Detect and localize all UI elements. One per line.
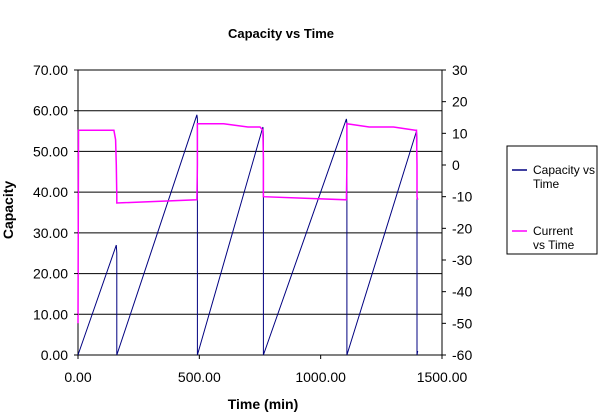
x-tick-label-1: 500.00 bbox=[178, 369, 221, 385]
y2-tick-label-5: -10 bbox=[452, 189, 472, 205]
plot-area bbox=[77, 70, 443, 356]
legend-label-1: Current vs Time bbox=[533, 224, 575, 252]
y2-tick-label-2: -40 bbox=[452, 284, 472, 300]
x-axis-label: Time (min) bbox=[228, 396, 299, 412]
y-tick-label-7: 70.00 bbox=[33, 62, 68, 78]
series-line-1 bbox=[77, 122, 419, 324]
x-axis: 0.00 500.00 1000.00 1500.00 bbox=[64, 355, 468, 385]
y-tick-label-6: 60.00 bbox=[33, 103, 68, 119]
chart-title: Capacity vs Time bbox=[228, 26, 334, 41]
y2-tick-label-8: 20 bbox=[452, 94, 468, 110]
y-axis-label: Capacity bbox=[0, 181, 16, 240]
y-tick-label-1: 10.00 bbox=[33, 306, 68, 322]
y2-tick-label-6: 0 bbox=[452, 157, 460, 173]
y2-tick-label-0: -60 bbox=[452, 347, 472, 363]
x-tick-label-3: 1500.00 bbox=[417, 369, 468, 385]
series-line-0 bbox=[77, 114, 419, 356]
y2-tick-label-3: -30 bbox=[452, 252, 472, 268]
y-tick-label-5: 50.00 bbox=[33, 143, 68, 159]
y-tick-label-3: 30.00 bbox=[33, 225, 68, 241]
gridlines bbox=[78, 69, 442, 356]
y2-tick-label-1: -50 bbox=[452, 315, 472, 331]
y-tick-label-2: 20.00 bbox=[33, 266, 68, 282]
legend: Capacity vs Time Current vs Time bbox=[506, 145, 598, 255]
y2-tick-label-9: 30 bbox=[452, 62, 468, 78]
x-tick-label-2: 1000.00 bbox=[295, 369, 346, 385]
y2-tick-label-4: -20 bbox=[452, 220, 472, 236]
y-axis-right: -60 -50 -40 -30 -20 -10 0 10 20 30 bbox=[442, 62, 472, 363]
y-tick-label-4: 40.00 bbox=[33, 184, 68, 200]
legend-box bbox=[506, 145, 598, 255]
x-tick-label-0: 0.00 bbox=[64, 369, 91, 385]
y2-tick-label-7: 10 bbox=[452, 125, 468, 141]
series-layer bbox=[77, 114, 419, 356]
legend-label-0: Capacity vs Time bbox=[533, 163, 595, 191]
y-tick-label-0: 0.00 bbox=[41, 347, 68, 363]
y-axis-left: 0.00 10.00 20.00 30.00 40.00 50.00 60.00 70.00 bbox=[33, 62, 78, 363]
